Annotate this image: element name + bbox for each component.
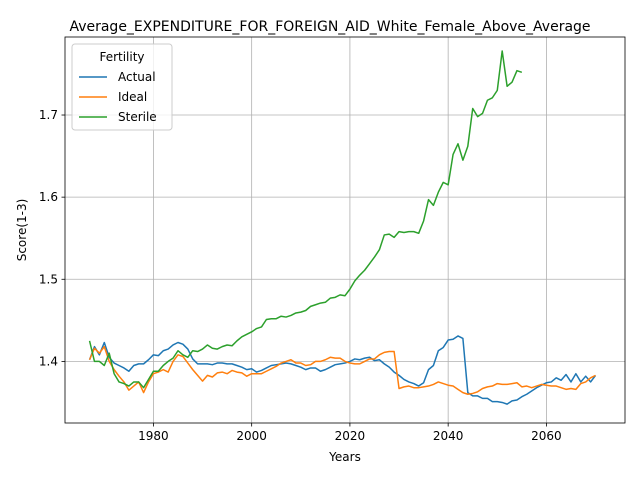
legend: Fertility Actual Ideal Sterile — [71, 43, 173, 131]
series-line-actual — [88, 335, 597, 405]
legend-title: Fertility — [99, 50, 144, 64]
legend-label-actual: Actual — [118, 70, 156, 84]
plot-frame — [64, 36, 626, 424]
axis-ticks: 1980 2000 2020 2040 2060 1.4 1.5 1.6 1.7 — [39, 108, 562, 443]
series-line-sterile — [88, 50, 523, 389]
chart-title: Average_EXPENDITURE_FOR_FOREIGN_AID_Whit… — [69, 19, 590, 35]
series-line-ideal — [88, 345, 596, 396]
y-tick-label: 1.7 — [39, 108, 58, 122]
y-tick-label: 1.6 — [39, 190, 58, 204]
legend-items: Actual Ideal Sterile — [79, 70, 157, 124]
y-tick-label: 1.4 — [39, 354, 58, 368]
x-tick-label: 2060 — [531, 429, 562, 443]
legend-label-sterile: Sterile — [118, 110, 157, 124]
y-axis-label: Score(1-3) — [15, 199, 29, 262]
x-tick-label: 2020 — [335, 429, 366, 443]
legend-label-ideal: Ideal — [118, 90, 147, 104]
x-tick-label: 2040 — [433, 429, 464, 443]
y-tick-label: 1.5 — [39, 272, 58, 286]
x-tick-label: 1980 — [138, 429, 169, 443]
x-axis-label: Years — [328, 450, 361, 464]
x-tick-label: 2000 — [236, 429, 267, 443]
series-lines — [88, 50, 597, 405]
legend-box — [71, 43, 173, 131]
